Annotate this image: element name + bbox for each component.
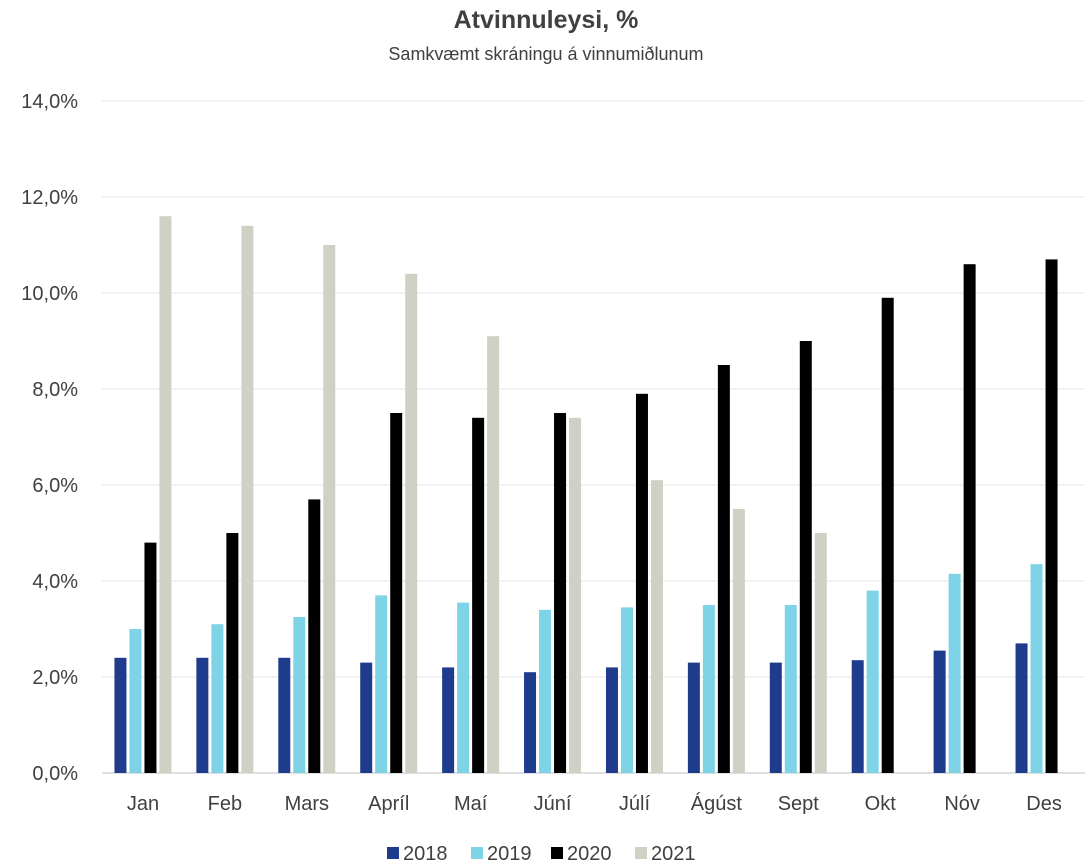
x-tick-label: Júní [534, 793, 572, 815]
legend-swatch-2021 [635, 847, 647, 859]
bar-2021-4 [487, 336, 500, 773]
bar-2020-10 [963, 264, 976, 773]
x-tick-label: Maí [454, 793, 488, 815]
gridlines [102, 100, 1085, 774]
y-tick-label: 6,0% [32, 475, 78, 497]
bar-2021-1 [241, 225, 254, 774]
bar-2019-6 [620, 607, 633, 773]
bar-2019-9 [866, 590, 879, 773]
x-tick-label: Apríl [368, 793, 409, 815]
bar-2018-1 [196, 657, 209, 773]
bar-2018-6 [605, 667, 618, 773]
bar-2021-5 [569, 417, 582, 773]
legend-label-2018: 2018 [403, 843, 448, 865]
bar-2020-5 [554, 413, 567, 773]
y-tick-label: 4,0% [32, 571, 78, 593]
x-tick-label: Nóv [944, 793, 980, 815]
bar-2019-2 [293, 617, 306, 773]
bar-2019-10 [948, 573, 961, 773]
bar-2020-2 [308, 499, 321, 773]
bar-2018-8 [769, 662, 782, 773]
bar-2018-2 [278, 657, 291, 773]
bar-2018-4 [442, 667, 455, 773]
x-axis-ticks: Jan Feb Mars Apríl Maí Júní Júlí Ágúst Sept Okt Nó… [127, 792, 1062, 815]
bar-2019-7 [702, 605, 715, 773]
legend-label-2019: 2019 [487, 843, 532, 865]
y-tick-label: 2,0% [32, 667, 78, 689]
x-tick-label: Feb [208, 793, 242, 815]
bar-2020-8 [799, 341, 812, 773]
legend-swatch-2019 [471, 847, 483, 859]
x-tick-label: Okt [865, 793, 897, 815]
bar-2019-1 [211, 624, 224, 773]
legend: 2018 2019 2020 2021 [387, 843, 696, 865]
bar-2018-3 [360, 662, 373, 773]
bar-2019-8 [784, 605, 797, 773]
x-tick-label: Ágúst [691, 792, 743, 815]
bar-2019-11 [1030, 564, 1043, 773]
bar-2020-11 [1045, 259, 1058, 773]
bar-2020-0 [144, 542, 157, 773]
legend-swatch-2020 [551, 847, 563, 859]
bar-2018-0 [114, 657, 127, 773]
bar-2020-1 [226, 533, 239, 773]
bar-2020-4 [472, 417, 485, 773]
chart-title: Atvinnuleysi, % [454, 6, 639, 34]
legend-label-2021: 2021 [651, 843, 696, 865]
bar-2019-4 [457, 602, 470, 773]
bar-2021-7 [732, 509, 745, 773]
x-tick-label: Sept [778, 793, 820, 815]
legend-swatch-2018 [387, 847, 399, 859]
x-tick-label: Mars [285, 793, 329, 815]
x-tick-label: Des [1026, 793, 1062, 815]
y-tick-label: 8,0% [32, 379, 78, 401]
y-tick-label: 10,0% [21, 283, 78, 305]
bar-2018-9 [851, 660, 864, 773]
legend-label-2020: 2020 [567, 843, 612, 865]
y-axis-ticks: 0,0% 2,0% 4,0% 6,0% 8,0% 10,0% 12,0% 14,0% [21, 91, 78, 785]
bars [114, 216, 1058, 774]
chart-subtitle: Samkvæmt skráningu á vinnumiðlunum [388, 44, 703, 64]
bar-2020-9 [881, 297, 894, 773]
bar-2018-10 [933, 650, 946, 773]
bar-2021-0 [159, 216, 172, 773]
bar-2020-6 [635, 393, 648, 773]
y-tick-label: 14,0% [21, 91, 78, 113]
x-tick-label: Júlí [619, 793, 651, 815]
y-tick-label: 12,0% [21, 187, 78, 209]
bar-2018-7 [687, 662, 700, 773]
bar-2020-3 [390, 413, 403, 773]
bar-2019-3 [375, 595, 388, 773]
bar-2020-7 [717, 365, 730, 773]
bar-2021-8 [814, 533, 827, 773]
bar-2018-11 [1015, 643, 1028, 773]
bar-2021-3 [405, 273, 418, 773]
bar-2019-5 [539, 609, 552, 773]
bar-2019-0 [129, 629, 142, 773]
bar-2018-5 [524, 672, 537, 773]
x-tick-label: Jan [127, 793, 159, 815]
bar-2021-2 [323, 245, 336, 773]
bar-2021-6 [650, 480, 663, 773]
y-tick-label: 0,0% [32, 763, 78, 785]
